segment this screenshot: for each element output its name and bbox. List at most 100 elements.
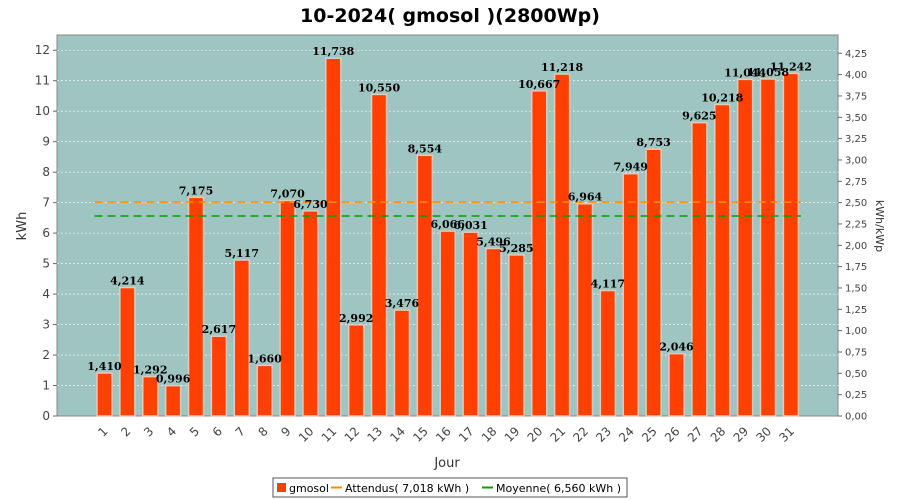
y-right-tick-label: 1,75 [845, 262, 867, 273]
data-label-day-30: 11,058 [747, 66, 789, 79]
y-right-tick-label: 1,00 [845, 326, 867, 337]
data-label-day-31: 11,242 [770, 60, 812, 73]
bar-day-8 [256, 364, 273, 417]
x-tick-label: 6 [210, 424, 225, 439]
y-right-tick-label: 2,00 [845, 241, 867, 252]
y-tick-label: 10 [35, 104, 50, 118]
x-tick-label: 1 [95, 424, 110, 439]
legend-label-moyenne: Moyenne( 6,560 kWh ) [496, 482, 621, 495]
chart-title: 10-2024( gmosol )(2800Wp) [300, 5, 600, 27]
y-right-tick-label: 2,25 [845, 219, 867, 230]
y-tick-label: 12 [35, 43, 50, 57]
bar-day-15 [416, 154, 434, 417]
data-label-day-14: 3,476 [385, 297, 420, 310]
bar-day-1 [96, 372, 113, 417]
bar-day-21 [553, 73, 571, 417]
x-tick-label: 26 [662, 424, 683, 445]
bar-day-26 [668, 352, 685, 417]
x-tick-label: 29 [731, 424, 752, 445]
y-tick-label: 6 [42, 226, 50, 240]
bar-day-7 [233, 259, 251, 417]
data-label-day-13: 10,550 [358, 81, 400, 94]
data-label-day-19: 5,285 [499, 242, 533, 255]
data-label-day-23: 4,117 [591, 278, 625, 291]
x-tick-label: 21 [548, 424, 569, 445]
x-tick-label: 9 [278, 424, 293, 439]
bar-day-27 [691, 121, 708, 417]
y-axis-label: kWh [15, 212, 30, 241]
bar-day-30 [759, 78, 777, 417]
data-label-day-25: 8,753 [636, 136, 670, 149]
data-label-day-26: 2,046 [659, 341, 694, 354]
data-label-day-11: 11,738 [312, 45, 354, 58]
y-right-tick-label: 0,50 [845, 369, 867, 380]
y-axis-right-label: kWh/kWp [873, 200, 886, 252]
bar-day-17 [462, 231, 479, 417]
y-tick-label: 1 [42, 379, 50, 393]
x-tick-label: 17 [456, 424, 477, 445]
bar-day-12 [347, 324, 365, 417]
data-label-day-24: 7,949 [614, 161, 648, 174]
y-right-tick-label: 3,00 [845, 155, 867, 166]
data-label-day-27: 9,625 [682, 110, 716, 123]
x-tick-label: 15 [410, 424, 431, 445]
x-tick-label: 30 [753, 424, 774, 445]
data-label-day-28: 10,218 [701, 92, 743, 105]
x-tick-label: 22 [570, 424, 591, 445]
y-right-tick-label: 2,75 [845, 177, 867, 188]
y-right-tick-label: 4,25 [845, 49, 867, 60]
bar-day-11 [325, 57, 342, 417]
x-tick-label: 14 [387, 424, 408, 445]
bar-day-16 [439, 230, 456, 417]
x-tick-label: 19 [502, 424, 523, 445]
x-tick-label: 5 [187, 424, 202, 439]
y-right-tick-label: 0,25 [845, 390, 867, 401]
bar-day-18 [485, 247, 502, 417]
reference-lines [94, 201, 801, 217]
x-tick-label: 7 [233, 424, 248, 439]
bar-day-4 [164, 384, 182, 417]
x-tick-label: 27 [685, 424, 706, 445]
bar-day-29 [736, 78, 754, 417]
y-tick-label: 11 [35, 74, 50, 88]
bar-day-9 [279, 199, 296, 417]
x-tick-label: 13 [364, 424, 385, 445]
data-label-day-2: 4,214 [110, 275, 145, 288]
y-tick-label: 2 [42, 348, 50, 362]
legend-box [272, 477, 628, 498]
bar-series [96, 57, 800, 417]
x-tick-label: 8 [255, 424, 270, 439]
x-tick-label: 12 [342, 424, 363, 445]
x-tick-label: 2 [118, 424, 133, 439]
bar-day-2 [119, 286, 136, 417]
y-right-tick-label: 3,25 [845, 134, 867, 145]
bar-day-24 [622, 172, 639, 417]
data-label-day-16: 6,066 [430, 218, 465, 231]
data-label-day-12: 2,992 [339, 312, 373, 325]
y-right-tick-label: 3,50 [845, 113, 867, 124]
y-tick-label: 3 [42, 318, 50, 332]
y-tick-label: 9 [42, 135, 50, 149]
bar-day-20 [530, 90, 548, 417]
bar-day-3 [142, 375, 159, 417]
legend-label-gmosol: gmosol [289, 482, 329, 495]
legend: gmosol Attendus( 7,018 kWh ) Moyenne( 6,… [272, 477, 628, 498]
x-axis-ticks: 1 2 3 4 5 6 7 8 9 10 11 12 13 14 15 16 17 18 19 20 21 22 23 24 2… [95, 424, 797, 445]
data-label-day-10: 6,730 [293, 198, 328, 211]
bar-day-28 [714, 103, 731, 417]
data-label-day-15: 8,554 [408, 142, 443, 155]
bar-day-14 [393, 309, 411, 417]
x-tick-label: 20 [525, 424, 546, 445]
x-tick-label: 24 [616, 424, 637, 445]
bar-day-5 [187, 196, 205, 417]
y-axis-right-ticks: 0,00 0,25 0,50 0,75 1,00 1,25 1,50 1,75 2,00 2,25… [838, 49, 867, 423]
data-label-day-1: 1,410 [87, 360, 122, 373]
y-tick-label: 7 [42, 196, 50, 210]
bar-day-13 [370, 93, 388, 417]
x-tick-label: 4 [164, 424, 179, 439]
y-tick-label: 4 [42, 287, 50, 301]
y-tick-label: 5 [42, 257, 50, 271]
bar-day-22 [576, 202, 594, 417]
data-label-day-7: 5,117 [225, 247, 259, 260]
